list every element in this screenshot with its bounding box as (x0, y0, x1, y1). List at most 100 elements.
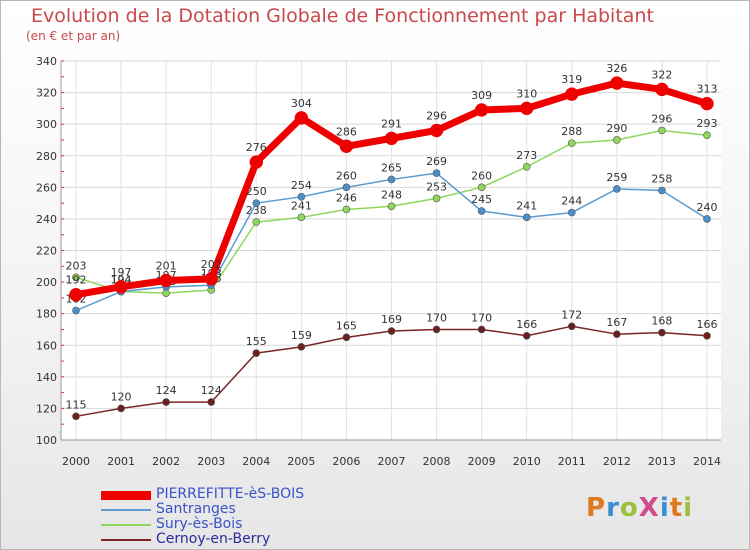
data-point-cernoy-en-berry (613, 330, 621, 338)
logo-letter: t (669, 493, 684, 523)
legend-label: Cernoy-en-Berry (156, 531, 271, 547)
y-tick-label: 160 (36, 339, 57, 352)
data-point-cernoy-en-berry (162, 398, 170, 406)
legend-swatch (101, 539, 151, 541)
data-point-pierrefitte-s-bois (565, 87, 579, 101)
data-point-sury-s-bois (162, 289, 170, 297)
data-label-santranges: 244 (561, 195, 582, 208)
legend-item: Santranges (101, 501, 401, 518)
y-tick-label: 300 (36, 118, 57, 131)
data-point-santranges (342, 183, 351, 192)
data-label-santranges: 250 (246, 185, 267, 198)
data-label-pierrefitte-s-bois: 286 (336, 125, 357, 138)
data-label-santranges: 260 (336, 169, 357, 182)
data-point-pierrefitte-s-bois (700, 96, 714, 111)
data-point-pierrefitte-s-bois (294, 111, 309, 125)
data-label-cernoy-en-berry: 115 (66, 398, 87, 411)
y-tick-label: 260 (36, 181, 57, 194)
data-point-pierrefitte-s-bois (159, 273, 173, 288)
data-point-santranges (658, 186, 666, 195)
proxiti-logo: ProXiti (586, 493, 693, 523)
data-label-pierrefitte-s-bois: 291 (381, 117, 402, 130)
data-label-sury-s-bois: 288 (561, 125, 582, 138)
y-tick-label: 120 (36, 402, 57, 415)
data-label-sury-s-bois: 296 (651, 112, 672, 125)
data-point-pierrefitte-s-bois (204, 272, 218, 286)
data-point-sury-s-bois (297, 213, 306, 222)
y-tick-label: 100 (36, 434, 57, 447)
y-tick-label: 200 (36, 276, 57, 289)
legend-item: Cernoy-en-Berry (101, 531, 401, 548)
data-label-sury-s-bois: 260 (471, 169, 492, 182)
data-label-pierrefitte-s-bois: 276 (246, 141, 267, 154)
data-point-pierrefitte-s-bois (610, 76, 624, 90)
legend-swatch (101, 490, 151, 500)
data-point-sury-s-bois (252, 218, 261, 226)
data-label-santranges: 241 (516, 199, 537, 212)
data-label-cernoy-en-berry: 166 (516, 318, 537, 331)
x-tick-label: 2013 (648, 455, 676, 468)
data-label-cernoy-en-berry: 124 (156, 384, 177, 397)
data-label-pierrefitte-s-bois: 192 (66, 274, 87, 287)
data-point-cernoy-en-berry (477, 325, 486, 334)
data-point-pierrefitte-s-bois (474, 103, 489, 117)
logo-letter: i (659, 493, 670, 523)
data-label-pierrefitte-s-bois: 326 (606, 62, 627, 75)
y-tick-label: 140 (36, 371, 57, 384)
data-point-santranges (703, 215, 711, 223)
logo-letter: X (638, 493, 660, 523)
x-tick-label: 2004 (242, 455, 270, 468)
data-point-santranges (477, 207, 486, 215)
data-point-cernoy-en-berry (117, 404, 125, 413)
logo-letter: r (606, 493, 620, 523)
data-label-sury-s-bois: 290 (606, 122, 627, 135)
data-point-pierrefitte-s-bois (249, 155, 264, 169)
chart-title: Evolution de la Dotation Globale de Fonc… (31, 5, 654, 27)
x-tick-label: 2007 (378, 455, 406, 468)
data-label-sury-s-bois: 246 (336, 191, 357, 204)
data-point-cernoy-en-berry (252, 349, 261, 357)
data-label-sury-s-bois: 253 (426, 180, 447, 193)
legend-item: Sury-ès-Bois (101, 516, 401, 533)
data-point-cernoy-en-berry (658, 328, 666, 337)
logo-letter: i (683, 493, 694, 523)
data-point-pierrefitte-s-bois (339, 139, 354, 154)
data-point-sury-s-bois (658, 126, 666, 135)
data-point-sury-s-bois (477, 183, 486, 192)
data-point-cernoy-en-berry (703, 331, 711, 340)
data-label-pierrefitte-s-bois: 201 (156, 260, 177, 273)
data-label-cernoy-en-berry: 170 (471, 311, 492, 324)
data-point-sury-s-bois (567, 139, 576, 147)
x-tick-label: 2011 (558, 455, 586, 468)
x-tick-label: 2005 (287, 455, 315, 468)
data-label-pierrefitte-s-bois: 309 (471, 89, 492, 102)
data-label-santranges: 269 (426, 155, 447, 168)
data-label-cernoy-en-berry: 172 (561, 308, 582, 321)
data-point-santranges (567, 208, 576, 217)
data-point-sury-s-bois (432, 194, 441, 203)
data-label-sury-s-bois: 293 (697, 117, 718, 130)
data-point-santranges (613, 185, 621, 193)
x-tick-label: 2009 (468, 455, 496, 468)
data-point-cernoy-en-berry (522, 331, 531, 340)
data-point-cernoy-en-berry (567, 322, 576, 331)
data-label-sury-s-bois: 203 (66, 259, 87, 272)
y-tick-label: 180 (36, 308, 57, 321)
data-point-sury-s-bois (72, 273, 80, 282)
data-point-santranges (297, 193, 306, 201)
data-label-cernoy-en-berry: 166 (697, 318, 718, 331)
data-point-pierrefitte-s-bois (429, 123, 444, 138)
data-label-santranges: 265 (381, 161, 402, 174)
data-label-pierrefitte-s-bois: 304 (291, 97, 312, 110)
data-label-pierrefitte-s-bois: 197 (111, 266, 132, 279)
logo-letter: o (619, 493, 639, 523)
data-label-cernoy-en-berry: 169 (381, 313, 402, 326)
data-label-santranges: 254 (291, 179, 312, 192)
data-point-cernoy-en-berry (342, 333, 351, 342)
data-label-sury-s-bois: 248 (381, 188, 402, 201)
legend-swatch (101, 524, 151, 526)
legend-item: PIERREFITTE-èS-BOIS (101, 486, 401, 503)
data-label-cernoy-en-berry: 159 (291, 329, 312, 342)
x-tick-label: 2012 (603, 455, 631, 468)
